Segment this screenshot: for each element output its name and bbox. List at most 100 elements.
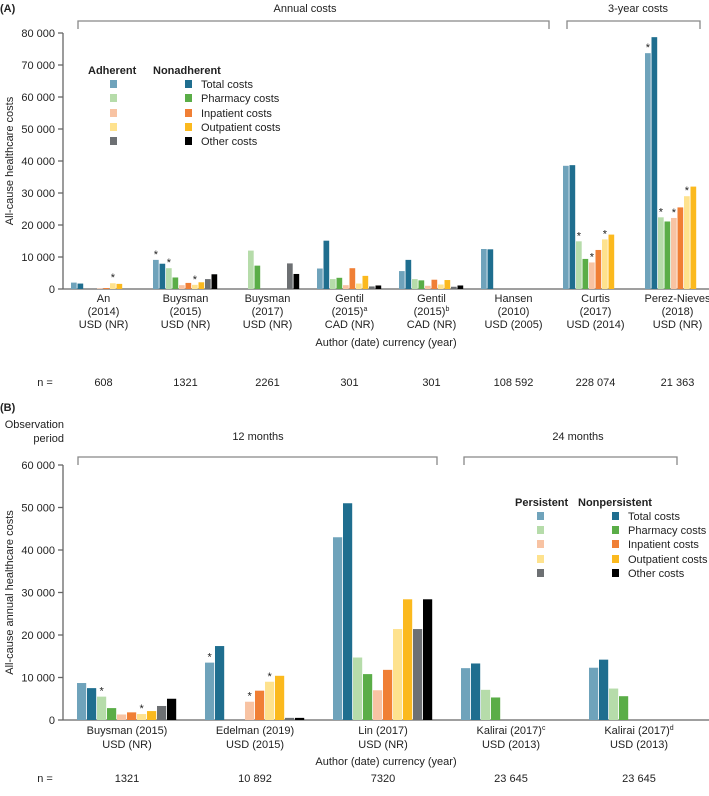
bar-non-inpatient	[349, 268, 356, 289]
bracket-label: 3-year costs	[608, 3, 668, 15]
category-label: Hansen	[495, 293, 533, 305]
bar-group	[589, 659, 629, 720]
bar-adh-other	[285, 717, 295, 720]
legend-item-label: Inpatient costs	[628, 539, 699, 551]
category-date-text: (2018)	[662, 306, 694, 318]
sample-size: 1321	[115, 773, 139, 785]
bar-group	[317, 240, 382, 289]
category-currency: USD (2015)	[226, 739, 284, 751]
category-currency: USD (2005)	[484, 319, 542, 331]
category-author: Gentil	[335, 293, 364, 305]
sample-size: 108 592	[494, 377, 534, 389]
category-label: Lin (2017)	[358, 725, 408, 737]
legend-item-label: Pharmacy costs	[628, 525, 707, 537]
sample-size: 608	[94, 377, 112, 389]
significance-asterisk: *	[207, 652, 212, 664]
sample-size: 10 892	[238, 773, 272, 785]
panel-a: (A) Annual costs 3-year costs 0 10 000 20 000…	[0, 3, 709, 389]
category-author-date: Kalirai (2017)	[604, 725, 669, 737]
legend-swatch	[185, 123, 192, 131]
legend-swatch	[110, 123, 117, 131]
bar-non-total	[323, 240, 330, 289]
bar-adh-pharmacy	[609, 688, 619, 720]
y-tick-label: 20 000	[21, 630, 55, 642]
sample-size: 301	[422, 377, 440, 389]
category-author-date: Lin (2017)	[358, 725, 408, 737]
bar-non-total	[405, 259, 412, 289]
bar-adh-inpatient	[671, 217, 677, 289]
bar-adh-total	[645, 53, 651, 289]
bar-non-pharmacy	[107, 708, 117, 720]
legend-swatch	[537, 540, 544, 548]
bar-non-inpatient	[431, 279, 438, 289]
bar-adh-total	[481, 249, 487, 289]
category-date: (2017)	[580, 306, 612, 318]
bar-adh-pharmacy	[412, 279, 418, 289]
bar-adh-total	[333, 537, 343, 720]
category-date-text: (2017)	[252, 306, 284, 318]
bar-non-total	[215, 646, 225, 720]
bar-group	[481, 249, 494, 289]
category-currency: CAD (NR)	[407, 319, 457, 331]
category-author: Buysman	[163, 293, 209, 305]
bar-non-pharmacy	[172, 277, 179, 289]
bracket-label: 24 months	[552, 431, 604, 443]
category-currency: USD (NR)	[161, 319, 211, 331]
legend-item-label: Pharmacy costs	[201, 93, 280, 105]
bar-adh-total	[77, 683, 87, 720]
y-tick-label: 10 000	[21, 252, 55, 264]
legend-swatch	[185, 109, 192, 117]
footnote-superscript: c	[542, 725, 546, 732]
category-currency: USD (2014)	[566, 319, 624, 331]
category-author: Curtis	[581, 293, 610, 305]
bar-adh-inpatient	[179, 285, 185, 289]
x-axis-title: Author (date) currency (year)	[315, 337, 456, 349]
legend-item-label: Other costs	[628, 568, 685, 580]
panel-b: (B) Observation period 12 months 24 months 0 1…	[0, 402, 709, 785]
bar-adh-total	[71, 282, 77, 289]
bar-non-inpatient	[383, 669, 393, 720]
bar-group	[333, 503, 433, 720]
bar-adh-outpatient	[356, 283, 362, 289]
bar-non-total	[343, 503, 353, 720]
legend-swatch	[612, 569, 619, 577]
panel-label: (A)	[0, 3, 16, 15]
bar-non-total	[599, 659, 609, 720]
bar-adh-outpatient	[110, 283, 116, 289]
significance-asterisk: *	[111, 272, 116, 284]
bar-non-outpatient	[198, 282, 205, 289]
bar-adh-total	[317, 268, 323, 289]
bar-non-pharmacy	[491, 697, 501, 720]
significance-asterisk: *	[603, 228, 608, 240]
category-author: Buysman	[245, 293, 291, 305]
bar-adh-other	[413, 629, 423, 720]
significance-asterisk: *	[193, 274, 198, 286]
observation-period-label: period	[33, 433, 64, 445]
category-author-date: Kalirai (2017)	[477, 725, 542, 737]
category-date: (2015)b	[414, 306, 450, 318]
legend: Adherent Nonadherent Total costs Pharmacy c…	[88, 65, 281, 148]
y-tick-label: 0	[49, 284, 55, 296]
bar-non-total	[651, 37, 658, 289]
y-tick-label: 20 000	[21, 220, 55, 232]
bar-non-inpatient	[255, 690, 265, 720]
bar-non-pharmacy	[582, 258, 589, 289]
legend-swatch	[110, 80, 117, 88]
bar-adh-other	[157, 705, 167, 720]
legend-item-label: Total costs	[628, 511, 680, 523]
sample-size: 21 363	[661, 377, 695, 389]
category-label: Kalirai (2017)c	[477, 725, 546, 737]
bar-non-pharmacy	[418, 280, 425, 289]
footnote-superscript: d	[670, 725, 674, 732]
sample-size: 23 645	[622, 773, 656, 785]
bar-non-pharmacy	[336, 277, 343, 289]
legend-item-label: Total costs	[201, 79, 253, 91]
bar-group: **	[77, 683, 177, 720]
y-axis-title: All-cause healthcare costs	[4, 96, 16, 225]
bar-non-other	[293, 273, 300, 289]
y-tick-label: 30 000	[21, 188, 55, 200]
category-author-date: Buysman (2015)	[87, 725, 168, 737]
category-author-date: Edelman (2019)	[216, 725, 294, 737]
n-label: n =	[37, 377, 53, 389]
legend-header-adherent: Adherent	[88, 65, 137, 77]
